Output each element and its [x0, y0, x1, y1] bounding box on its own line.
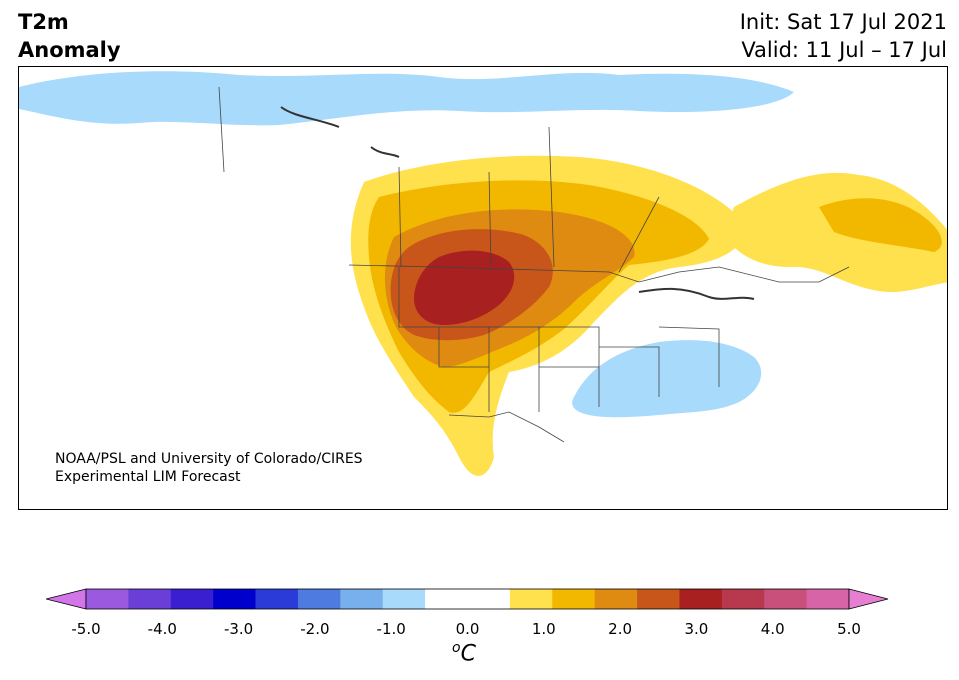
anomaly-region-southeast-cool: [572, 340, 762, 418]
state-lines: [398, 267, 720, 412]
degree-symbol: o: [452, 640, 461, 656]
source-credit: NOAA/PSL and University of Colorado/CIRE…: [55, 450, 363, 486]
colorbar-tick-row: -5.0 -4.0 -3.0 -2.0 -1.0 0.0 1.0 2.0 3.0 4.0 5.0: [0, 620, 959, 642]
valid-range: Valid: 11 Jul – 17 Jul: [741, 38, 947, 62]
colorbar-cell: [86, 589, 129, 609]
province-lines: [218, 86, 660, 273]
colorbar-tick-label: 0.0: [455, 620, 480, 638]
anomaly-map: [18, 66, 948, 510]
boundary-lines: [218, 86, 850, 443]
colorbar-cell: [340, 589, 384, 609]
map-title: T2m Anomaly: [18, 8, 121, 64]
canada-us-border: [348, 264, 850, 283]
anomaly-region-west-warm-red: [414, 250, 515, 325]
colorbar-cell: [679, 589, 723, 609]
colorbar: [46, 588, 889, 610]
colorbar-cell: [170, 589, 214, 609]
colorbar-tick-label: -3.0: [223, 620, 254, 638]
colorbar-cell: [255, 589, 299, 609]
colorbar-tick-label: -5.0: [71, 620, 101, 638]
colorbar-tick-label: 3.0: [684, 620, 709, 638]
colorbar-tick-label: -4.0: [147, 620, 177, 638]
credit-line-1: NOAA/PSL and University of Colorado/CIRE…: [55, 451, 363, 467]
colorbar-tick-label: 1.0: [531, 620, 556, 638]
great-lakes: [638, 287, 755, 300]
unit-letter: C: [460, 641, 476, 667]
colorbar-tick-label: 2.0: [608, 620, 633, 638]
colorbar-tick-label: -1.0: [376, 620, 406, 638]
colorbar-right-extend: [848, 588, 889, 610]
colorbar-cell: [467, 589, 511, 609]
anomaly-region-east-canada-gold: [819, 198, 942, 252]
colorbar-cell: [382, 589, 426, 609]
colorbar-cell: [594, 589, 638, 609]
colorbar-unit: oC: [452, 640, 476, 666]
title-line-1: T2m: [18, 10, 69, 34]
init-date: Init: Sat 17 Jul 2021: [739, 10, 947, 34]
colorbar-tick-label: 5.0: [837, 620, 861, 638]
great-bear-lake: [280, 106, 340, 128]
colorbar-cell: [509, 589, 553, 609]
colorbar-cell: [425, 589, 468, 609]
colorbar-cell: [764, 589, 807, 609]
colorbar-cell: [637, 589, 680, 609]
colorbar-cell: [128, 589, 172, 609]
credit-line-2: Experimental LIM Forecast: [55, 469, 241, 485]
map-canvas: [19, 71, 947, 476]
colorbar-cell: [213, 589, 256, 609]
colorbar-cell: [806, 589, 850, 609]
great-slave-lake: [370, 146, 400, 158]
colorbar-tick-label: 4.0: [760, 620, 785, 638]
colorbar-cell: [552, 589, 595, 609]
forecast-dates: Init: Sat 17 Jul 2021 Valid: 11 Jul – 17…: [740, 8, 947, 64]
us-mexico-border: [448, 411, 565, 443]
title-line-2: Anomaly: [18, 38, 121, 62]
colorbar-left-extend: [46, 588, 87, 610]
colorbar-tick-label: -2.0: [300, 620, 330, 638]
colorbar-cell: [721, 589, 765, 609]
anomaly-region-arctic-cold: [19, 71, 794, 126]
major-lakes: [280, 106, 755, 300]
colorbar-cell: [297, 589, 341, 609]
